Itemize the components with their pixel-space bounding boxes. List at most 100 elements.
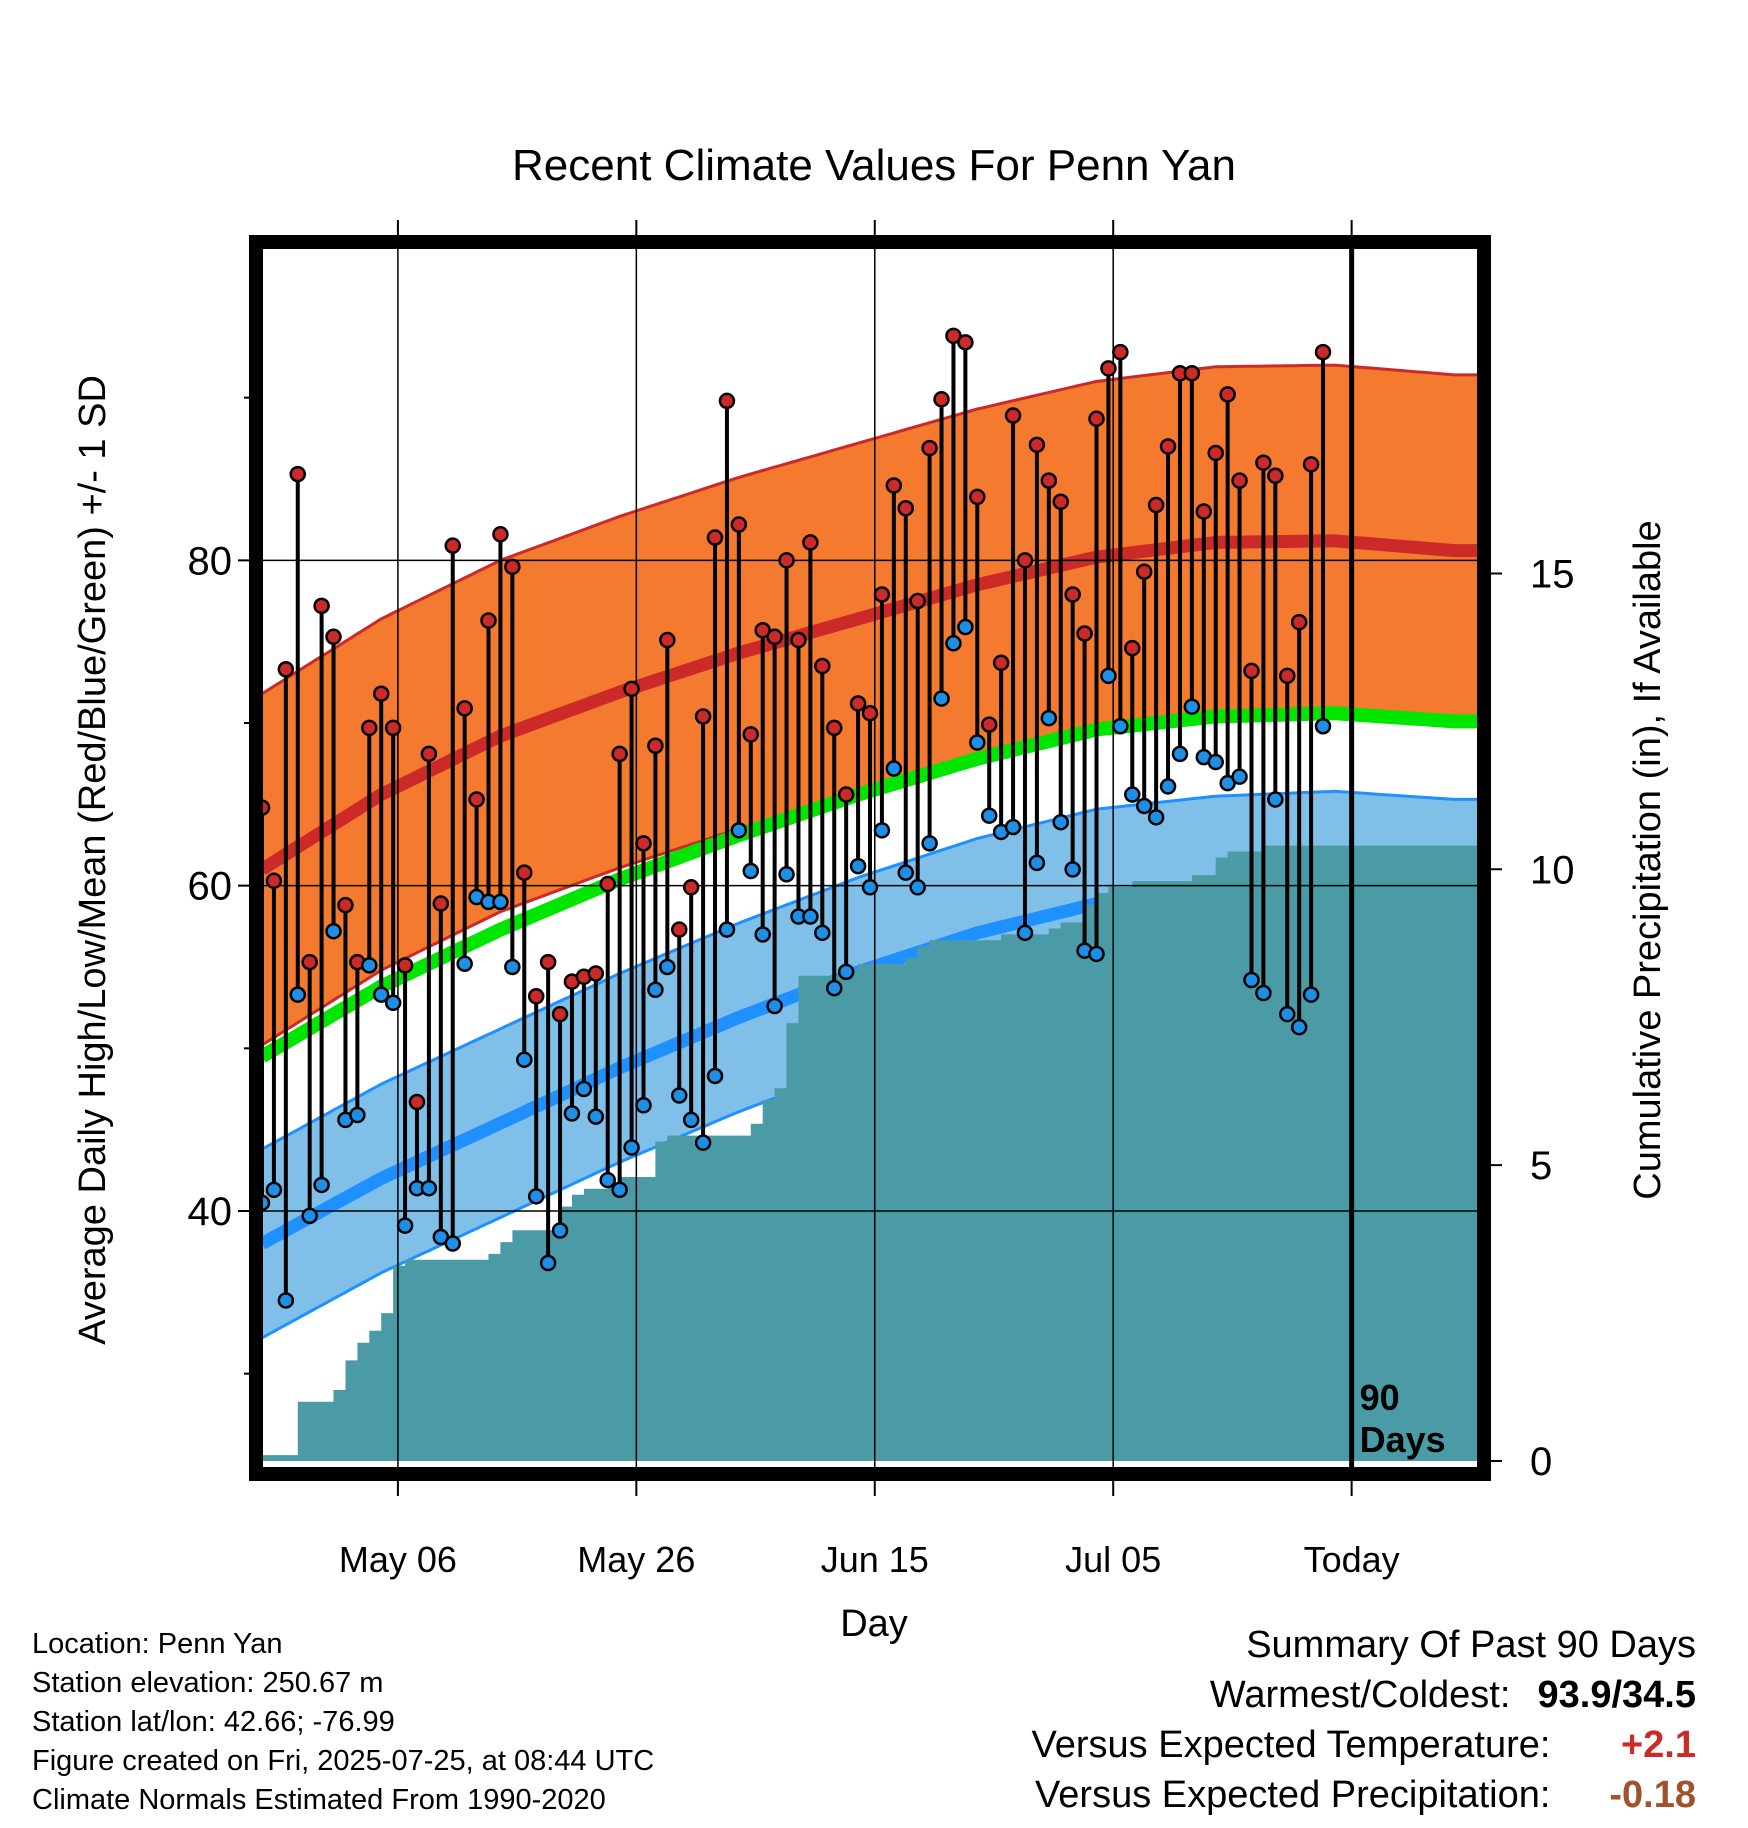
warm-cold-row: Warmest/Coldest: 93.9/34.5 bbox=[1032, 1670, 1696, 1720]
high-point bbox=[1243, 662, 1260, 680]
low-point bbox=[372, 986, 390, 1003]
low-point bbox=[396, 1217, 414, 1234]
low-point bbox=[262, 1194, 271, 1212]
high-point bbox=[802, 534, 819, 551]
x-tick-label: Today bbox=[1304, 1539, 1400, 1580]
high-point bbox=[611, 745, 628, 763]
low-point bbox=[897, 864, 915, 881]
high-point bbox=[516, 864, 533, 881]
high-point bbox=[897, 500, 915, 517]
high-point bbox=[814, 657, 831, 675]
low-point bbox=[1267, 791, 1284, 808]
high-point bbox=[718, 392, 736, 410]
low-point bbox=[969, 734, 986, 751]
high-point bbox=[1135, 563, 1153, 580]
high-point bbox=[885, 477, 903, 494]
high-point bbox=[1195, 503, 1213, 520]
low-point bbox=[873, 822, 891, 839]
low-point bbox=[1147, 809, 1165, 826]
low-point bbox=[1016, 924, 1034, 942]
high-point bbox=[969, 488, 986, 506]
low-point bbox=[301, 1207, 318, 1225]
temp-value: +2.1 bbox=[1620, 1724, 1696, 1766]
high-point bbox=[420, 745, 438, 763]
low-point bbox=[742, 862, 760, 880]
high-point bbox=[647, 737, 664, 755]
low-point bbox=[1135, 797, 1153, 815]
x-tick-label: Jun 15 bbox=[821, 1539, 929, 1580]
high-point bbox=[980, 716, 998, 733]
low-point bbox=[420, 1179, 438, 1197]
high-point bbox=[384, 719, 402, 737]
low-point bbox=[361, 957, 378, 974]
y2-tick-label: 5 bbox=[1530, 1144, 1552, 1188]
high-point bbox=[837, 786, 855, 803]
low-point bbox=[682, 1111, 700, 1129]
low-point bbox=[647, 981, 664, 999]
high-point bbox=[1314, 343, 1332, 361]
low-point bbox=[1302, 986, 1320, 1003]
high-point bbox=[1064, 586, 1081, 603]
today-annotation-number: 90 bbox=[1360, 1377, 1400, 1418]
high-point bbox=[635, 835, 652, 852]
high-point bbox=[313, 597, 330, 615]
high-point bbox=[337, 896, 354, 914]
low-point bbox=[933, 690, 950, 707]
station-info: Location: Penn Yan Station elevation: 25… bbox=[32, 1625, 654, 1820]
y2-tick-label: 10 bbox=[1530, 848, 1575, 892]
y2-tick-label: 0 bbox=[1530, 1440, 1552, 1484]
low-point bbox=[1255, 984, 1272, 1002]
y-axis-label: Average Daily High/Low/Mean (Red/Blue/Gr… bbox=[72, 375, 114, 1345]
low-point bbox=[1243, 971, 1260, 989]
low-point bbox=[611, 1181, 628, 1199]
high-point bbox=[778, 552, 795, 569]
high-point bbox=[694, 708, 712, 725]
high-point bbox=[825, 719, 843, 737]
low-point bbox=[730, 822, 748, 839]
precip-row: Versus Expected Precipitation: -0.18 bbox=[1032, 1770, 1696, 1820]
x-tick-label: May 26 bbox=[577, 1539, 695, 1580]
y2-axis-label: Cumulative Precipitation (in), If Availa… bbox=[1627, 520, 1669, 1199]
precip-label: Versus Expected Precipitation: bbox=[1035, 1774, 1551, 1816]
elevation-text: Station elevation: 250.67 m bbox=[32, 1667, 384, 1699]
high-point bbox=[262, 799, 271, 816]
chart-title: Recent Climate Values For Penn Yan bbox=[512, 141, 1236, 190]
high-point bbox=[444, 537, 461, 554]
high-point bbox=[527, 988, 545, 1005]
low-point bbox=[861, 879, 879, 896]
high-point bbox=[671, 921, 688, 938]
high-point bbox=[1219, 386, 1236, 403]
low-point bbox=[1064, 861, 1081, 878]
low-point bbox=[909, 879, 926, 896]
low-point bbox=[921, 835, 938, 852]
low-point bbox=[778, 866, 795, 883]
low-point bbox=[504, 958, 521, 976]
summary-heading: Summary Of Past 90 Days bbox=[1246, 1624, 1696, 1666]
low-point bbox=[671, 1087, 688, 1104]
precip-area bbox=[262, 845, 1478, 1461]
low-point bbox=[325, 922, 342, 940]
high-point bbox=[706, 529, 724, 546]
high-point bbox=[1267, 467, 1284, 484]
high-point bbox=[361, 719, 378, 737]
high-point bbox=[1207, 444, 1224, 462]
high-point bbox=[957, 334, 974, 351]
high-point bbox=[408, 1093, 426, 1111]
low-point bbox=[313, 1176, 330, 1194]
low-point bbox=[265, 1181, 283, 1199]
low-point bbox=[814, 924, 831, 942]
today-annotation-days: Days bbox=[1360, 1419, 1446, 1460]
low-point bbox=[277, 1292, 295, 1309]
low-point bbox=[1159, 778, 1177, 795]
high-point bbox=[480, 612, 497, 629]
y-tick-label: 80 bbox=[188, 539, 233, 583]
high-point bbox=[504, 558, 521, 576]
low-point bbox=[1052, 813, 1069, 831]
warm-cold-value: 93.9/34.5 bbox=[1537, 1674, 1696, 1716]
low-point bbox=[766, 997, 783, 1015]
low-point bbox=[516, 1051, 533, 1068]
low-point bbox=[957, 618, 974, 636]
summary-panel: Summary Of Past 90 Days Warmest/Coldest:… bbox=[1032, 1620, 1696, 1820]
low-point bbox=[1183, 698, 1201, 715]
